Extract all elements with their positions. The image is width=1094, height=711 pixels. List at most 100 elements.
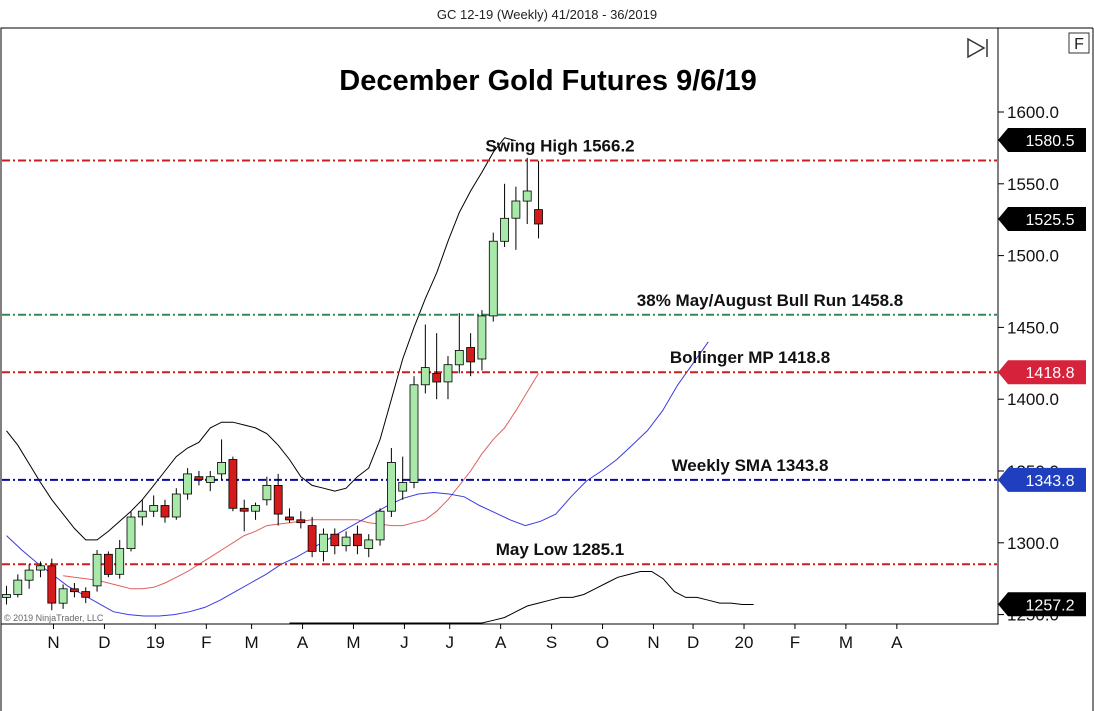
price-tag-label-2: 1418.8 [1026, 365, 1075, 382]
x-tick-label-12: N [647, 633, 659, 652]
candle-body-36 [409, 384, 419, 483]
price-tag-bg-3 [998, 467, 1086, 492]
candle-body-27 [307, 525, 317, 552]
candle-body-37 [420, 367, 430, 386]
x-tick-label-13: D [687, 633, 699, 652]
price-tag-bg-1 [998, 206, 1086, 231]
plot-area [0, 27, 999, 625]
candle-body-25 [285, 516, 294, 521]
y-tick-label-1: 1550.0 [1007, 175, 1059, 194]
candle-body-42 [477, 315, 487, 360]
candle-body-15 [171, 493, 181, 518]
candle-body-46 [522, 190, 532, 202]
candle-body-31 [352, 533, 362, 547]
candle-body-39 [443, 364, 453, 383]
candle-body-29 [330, 533, 340, 547]
price-tag-label-0: 1580.5 [1026, 133, 1075, 150]
candle-body-19 [217, 461, 227, 475]
y-tick-label-6: 1300.0 [1007, 534, 1059, 553]
candle-body-24 [273, 484, 283, 515]
chart-header-symbol: GC 12-19 (Weekly) 41/2018 - 36/2019 [437, 7, 657, 22]
candle-body-7 [81, 591, 91, 598]
x-tick-label-10: S [546, 633, 557, 652]
x-tick-label-4: M [245, 633, 259, 652]
candle-body-4 [47, 565, 57, 604]
time-axis: N D 19 F M A M J J A S O N D 20 F M A [47, 624, 903, 652]
x-tick-label-15: F [790, 633, 800, 652]
bollinger-upper-line [6, 137, 517, 541]
candle-body-3 [36, 565, 45, 571]
x-tick-label-8: J [445, 633, 454, 652]
candle-body-35 [398, 482, 408, 492]
sma-line [6, 341, 709, 617]
candle-body-17 [194, 476, 204, 481]
x-tick-label-11: O [596, 633, 609, 652]
candle-body-20 [228, 459, 238, 509]
level-lines: Swing High 1566.2 38% May/August Bull Run… [2, 137, 997, 566]
candle-body-6 [70, 588, 79, 593]
f-button[interactable]: F [1068, 32, 1090, 54]
candle-body-13 [149, 505, 159, 512]
candle-body-12 [137, 510, 147, 518]
y-tick-label-0: 1600.0 [1007, 103, 1059, 122]
copyright-text: © 2019 NinjaTrader, LLC [4, 613, 104, 623]
price-tag-label-1: 1525.5 [1026, 212, 1075, 229]
candle-body-32 [364, 539, 374, 549]
price-tag-bg-4 [998, 592, 1086, 617]
x-tick-label-14: 20 [735, 633, 754, 652]
candle-body-33 [375, 510, 385, 541]
price-tag-label-3: 1343.8 [1026, 473, 1075, 490]
candle-body-5 [58, 588, 68, 604]
candle-body-22 [251, 505, 260, 512]
candle-body-47 [534, 209, 543, 225]
candle-body-14 [160, 505, 170, 518]
x-tick-label-2: 19 [146, 633, 165, 652]
x-tick-label-6: M [346, 633, 360, 652]
candle-body-11 [126, 516, 136, 550]
x-tick-label-7: J [400, 633, 409, 652]
x-tick-label-1: D [98, 633, 110, 652]
scroll-to-end-icon[interactable] [967, 37, 988, 59]
candle-body-30 [341, 536, 351, 547]
candle-body-10 [115, 548, 125, 575]
level-label-1: 38% May/August Bull Run 1458.8 [637, 291, 903, 310]
y-tick-label-4: 1400.0 [1007, 390, 1059, 409]
x-tick-label-17: A [891, 633, 903, 652]
level-label-4: May Low 1285.1 [496, 540, 625, 559]
candle-body-9 [104, 553, 113, 575]
price-tag-bg-2 [998, 360, 1086, 385]
level-label-2: Bollinger MP 1418.8 [670, 348, 830, 367]
y-tick-label-2: 1500.0 [1007, 247, 1059, 266]
candle-body-1 [13, 579, 23, 595]
x-tick-label-3: F [201, 633, 211, 652]
x-tick-label-0: N [47, 633, 59, 652]
chart-title: December Gold Futures 9/6/19 [339, 65, 756, 97]
y-tick-label-3: 1450.0 [1007, 318, 1059, 337]
candle-body-44 [500, 217, 510, 242]
x-tick-label-16: M [839, 633, 853, 652]
candle-body-21 [239, 507, 249, 512]
candle-body-18 [205, 476, 215, 483]
level-label-3: Weekly SMA 1343.8 [672, 456, 829, 475]
candle-body-34 [386, 461, 396, 512]
candle-body-16 [183, 473, 193, 495]
candle-body-40 [454, 349, 464, 366]
candle-body-38 [432, 372, 442, 383]
candle-body-43 [488, 240, 498, 317]
x-tick-label-9: A [495, 633, 507, 652]
bollinger-lower-line [289, 571, 754, 624]
candle-body-0 [2, 594, 11, 598]
x-tick-label-5: A [297, 633, 309, 652]
candle-body-2 [24, 569, 34, 581]
candle-body-8 [92, 553, 102, 587]
candlesticks [2, 157, 543, 611]
candle-body-28 [319, 533, 328, 552]
price-tags: 1580.5 1525.5 1418.8 1343.8 1257.2 [998, 128, 1086, 617]
price-tag-bg-0 [998, 128, 1086, 153]
price-tag-label-4: 1257.2 [1026, 597, 1075, 614]
candle-body-23 [262, 484, 272, 501]
level-label-0: Swing High 1566.2 [485, 137, 634, 156]
candle-body-41 [466, 347, 476, 363]
candle-body-45 [511, 200, 521, 219]
